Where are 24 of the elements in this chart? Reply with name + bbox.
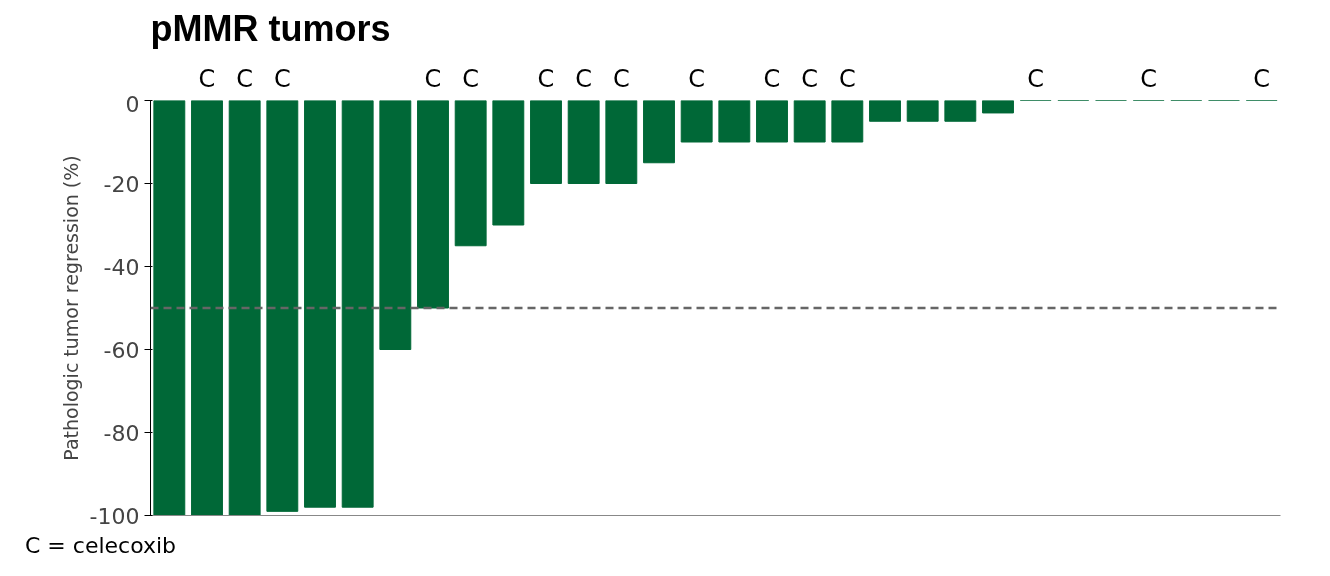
- data-label: C: [236, 65, 254, 94]
- data-label: C: [575, 65, 593, 94]
- data-label: C: [198, 65, 216, 94]
- data-label: C: [612, 65, 630, 94]
- data-label: C: [1027, 65, 1045, 94]
- y-tick-label: -60: [103, 337, 140, 363]
- y-tick-label: -40: [103, 254, 140, 280]
- data-label: C: [1253, 65, 1271, 94]
- y-axis-title: Pathologic tumor regression (%): [59, 155, 82, 461]
- data-label: C: [801, 65, 819, 94]
- text: C = celecoxib: [25, 532, 177, 560]
- data-label: C: [273, 65, 291, 94]
- y-tick-label: -20: [103, 171, 140, 197]
- data-label: C: [763, 65, 781, 94]
- data-label: C: [537, 65, 555, 94]
- data-label: C: [462, 65, 480, 94]
- chart-title: pMMR tumors: [150, 7, 391, 49]
- y-tick-label: 0: [125, 91, 140, 117]
- data-label: C: [424, 65, 442, 94]
- y-tick-label: -100: [89, 503, 140, 529]
- data-label: C: [688, 65, 706, 94]
- data-label: C: [1140, 65, 1158, 94]
- data-label: C: [838, 65, 856, 94]
- y-tick-label: -80: [103, 420, 140, 446]
